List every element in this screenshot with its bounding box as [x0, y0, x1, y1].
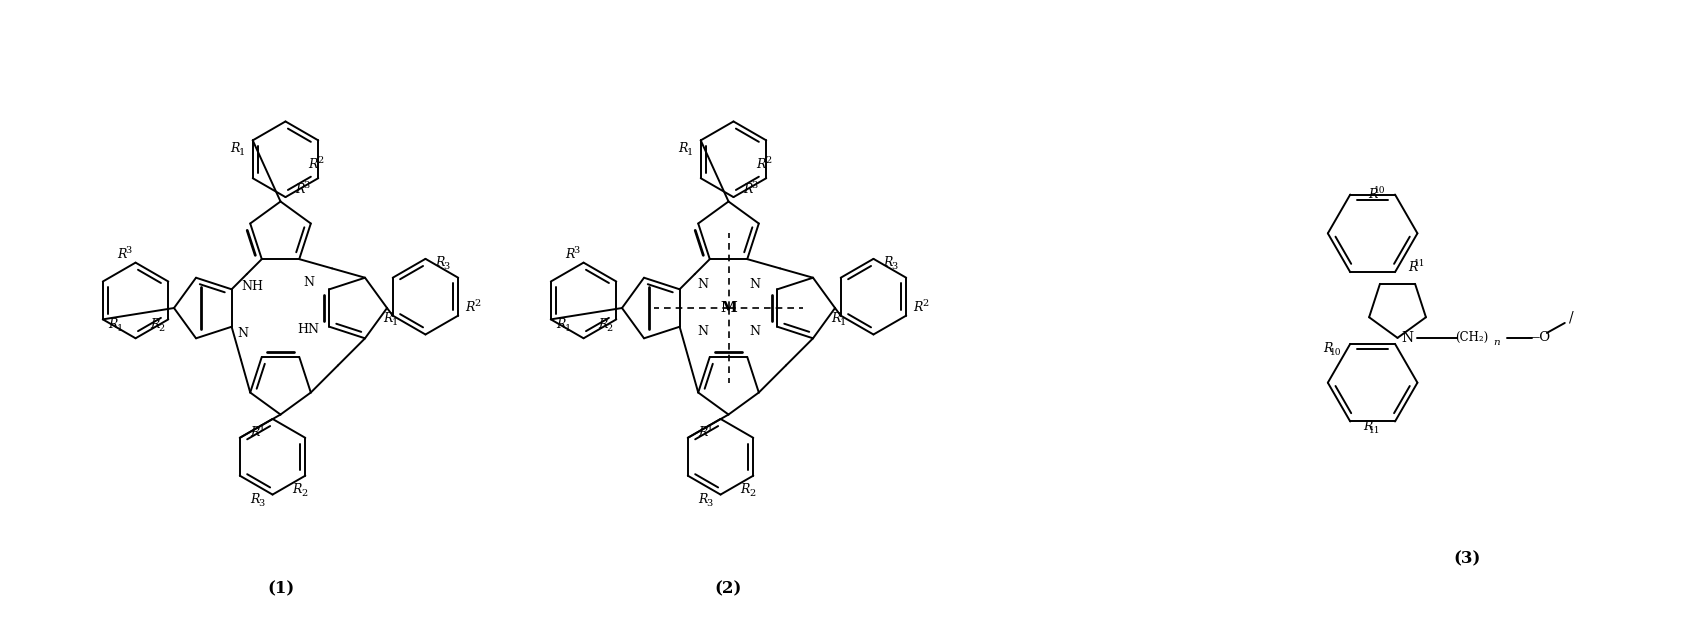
Text: 3: 3: [707, 499, 712, 508]
Text: 2: 2: [749, 489, 756, 498]
Text: N: N: [749, 278, 759, 291]
Text: R: R: [435, 256, 444, 270]
Text: 3: 3: [304, 181, 309, 190]
Text: 1: 1: [707, 424, 714, 434]
Text: R: R: [1368, 188, 1378, 201]
Text: 1: 1: [258, 424, 265, 434]
Text: NH: NH: [241, 280, 263, 293]
Text: N: N: [1402, 331, 1414, 345]
Text: 1: 1: [116, 324, 123, 333]
Text: R: R: [756, 158, 766, 171]
Text: 2: 2: [317, 156, 324, 165]
Text: 3: 3: [258, 499, 265, 508]
Text: n: n: [1493, 338, 1500, 348]
Text: R: R: [557, 318, 565, 331]
Text: N: N: [697, 278, 709, 291]
Text: —O: —O: [1527, 331, 1550, 344]
Text: R: R: [250, 493, 260, 506]
Text: 3: 3: [444, 262, 449, 271]
Text: R: R: [116, 248, 127, 261]
Text: 2: 2: [302, 489, 307, 498]
Text: R: R: [1409, 261, 1417, 274]
Text: 3: 3: [751, 181, 757, 190]
Text: R: R: [108, 318, 118, 331]
Text: (CH₂): (CH₂): [1456, 331, 1490, 344]
Text: 10: 10: [1375, 186, 1385, 195]
Text: 11: 11: [1370, 426, 1382, 435]
Text: R: R: [742, 183, 752, 196]
Text: 11: 11: [1414, 259, 1426, 268]
Text: 1: 1: [840, 318, 845, 327]
Text: 2: 2: [766, 156, 771, 165]
Text: (2): (2): [715, 580, 742, 597]
Text: 2: 2: [606, 324, 612, 333]
Text: R: R: [295, 183, 304, 196]
Text: R: R: [309, 158, 317, 171]
Text: R: R: [229, 142, 240, 155]
Text: 2: 2: [159, 324, 165, 333]
Text: (3): (3): [1454, 550, 1481, 567]
Text: N: N: [697, 325, 709, 338]
Text: M: M: [720, 301, 737, 315]
Text: R: R: [383, 312, 393, 325]
Text: 2: 2: [474, 299, 481, 308]
Text: 1: 1: [238, 148, 245, 157]
Text: R: R: [565, 248, 574, 261]
Text: 3: 3: [125, 246, 132, 255]
Text: 1: 1: [391, 318, 398, 327]
Text: R: R: [150, 318, 159, 331]
Text: R: R: [741, 483, 751, 496]
Text: N: N: [304, 276, 314, 289]
Text: 10: 10: [1329, 348, 1341, 358]
Text: R: R: [882, 256, 892, 270]
Text: R: R: [698, 426, 707, 439]
Text: R: R: [913, 301, 923, 314]
Text: 1: 1: [687, 148, 693, 157]
Text: R: R: [1324, 343, 1333, 355]
Text: /: /: [1569, 311, 1574, 325]
Text: R: R: [292, 483, 302, 496]
Text: 2: 2: [923, 299, 928, 308]
Text: HN: HN: [297, 323, 319, 336]
Text: 3: 3: [891, 262, 897, 271]
Text: R: R: [597, 318, 607, 331]
Text: N: N: [749, 325, 759, 338]
Text: (1): (1): [267, 580, 294, 597]
Text: R: R: [1363, 420, 1373, 433]
Text: R: R: [698, 493, 707, 506]
Text: R: R: [250, 426, 260, 439]
Text: R: R: [466, 301, 474, 314]
Text: R: R: [832, 312, 840, 325]
Text: R: R: [678, 142, 688, 155]
Text: N: N: [238, 328, 248, 341]
Text: 3: 3: [574, 246, 580, 255]
Text: 1: 1: [565, 324, 570, 333]
